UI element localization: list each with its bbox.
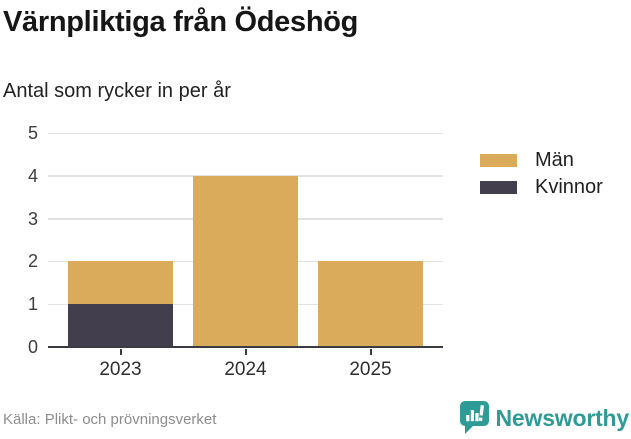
y-tick-label-0: 0 [27, 337, 38, 357]
y-tick-label-2: 2 [27, 251, 38, 272]
bar-2024-män [193, 175, 298, 347]
y-tick-label-1: 1 [27, 294, 38, 315]
brand-name: Newsworthy [495, 404, 630, 431]
x-tick-2023 [119, 349, 122, 355]
legend-swatch-kvinnor [480, 181, 517, 194]
legend-item-kvinnor: Kvinnor [480, 176, 603, 198]
legend-swatch-män [480, 154, 517, 167]
chart-title: Värnpliktiga från Ödeshög [3, 6, 359, 38]
legend-label-kvinnor: Kvinnor [535, 176, 603, 198]
legend-label-män: Män [535, 149, 574, 171]
x-axis-line [48, 345, 443, 348]
y-tick-label-5: 5 [27, 123, 38, 143]
bar-2023-kvinnor [68, 304, 173, 347]
bar-2025-män [318, 261, 423, 347]
gridline-y-5 [48, 132, 443, 134]
chart-subtitle: Antal som rycker in per år [3, 80, 231, 102]
newsworthy-icon [459, 401, 489, 434]
x-tick-2024 [244, 349, 247, 355]
legend: Män Kvinnor [480, 149, 603, 205]
x-tick-label-2023: 2023 [99, 359, 142, 380]
y-tick-label-4: 4 [27, 165, 38, 186]
x-tick-2025 [369, 349, 372, 355]
x-tick-label-2025: 2025 [349, 359, 392, 380]
x-tick-label-2024: 2024 [224, 359, 267, 380]
bar-2023-män [68, 261, 173, 305]
brand-logo: Newsworthy [459, 401, 630, 434]
y-tick-label-3: 3 [27, 208, 38, 229]
source-note: Källa: Plikt- och prövningsverket [3, 411, 217, 428]
legend-item-män: Män [480, 149, 603, 171]
plot-area: 0 1 2 3 4 5 2023 2024 2025 [28, 123, 443, 380]
